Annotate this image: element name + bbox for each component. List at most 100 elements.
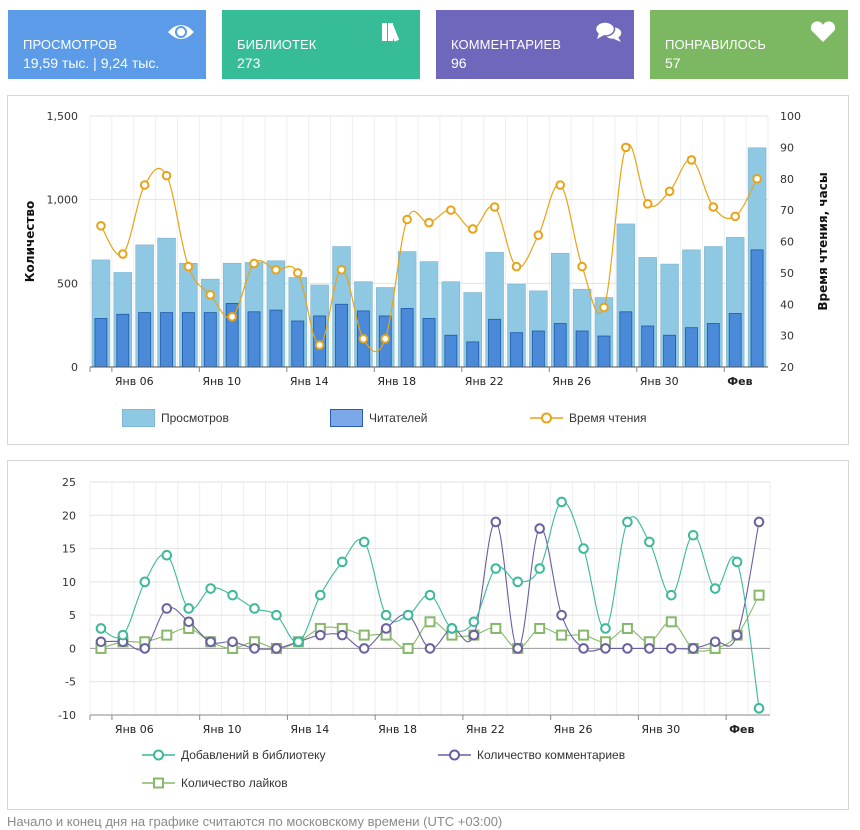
- point-reading-time: [402, 214, 412, 225]
- legend-likes[interactable]: Количество лайков: [142, 774, 288, 792]
- x-tick-label: Фев: [727, 375, 752, 388]
- bar-readers: [203, 312, 217, 368]
- point-comments: [468, 629, 480, 641]
- point-reading-time: [227, 312, 237, 322]
- bar-readers: [641, 325, 655, 368]
- heart-icon: [810, 21, 836, 42]
- point-library-adds: [227, 589, 238, 601]
- x-tick-label: Янв 10: [203, 723, 242, 736]
- point-library-adds: [556, 496, 567, 508]
- legend-reading-time[interactable]: Время чтения: [530, 409, 647, 427]
- point-reading-time: [577, 261, 587, 272]
- y2-tick-label: 50: [780, 267, 794, 280]
- x-tick-label: Фев: [729, 723, 754, 736]
- point-comments: [95, 636, 107, 648]
- legend-views[interactable]: Просмотров: [122, 409, 229, 427]
- point-reading-time: [446, 205, 456, 215]
- bar-readers: [466, 341, 480, 368]
- bar-readers: [510, 332, 523, 368]
- bar-readers: [400, 308, 414, 368]
- legend-readers[interactable]: Читателей: [330, 409, 428, 427]
- y-tick-label: 500: [57, 277, 78, 290]
- legend-comments[interactable]: Количество комментариев: [438, 746, 625, 764]
- bar-readers: [335, 303, 348, 368]
- y-tick-label: 0: [69, 642, 76, 655]
- y-tick-label: 0: [71, 361, 78, 374]
- point-reading-time: [249, 258, 259, 269]
- y-tick-label: 20: [62, 509, 76, 522]
- point-comments: [709, 636, 721, 648]
- point-reading-time: [533, 230, 544, 241]
- point-library-adds: [687, 529, 699, 541]
- views-chart-panel: 0 500 1,000 1,500 20 30 40 50 60 70 80 90 100 Количес…: [7, 95, 849, 445]
- point-reading-time: [139, 180, 150, 190]
- legend-views-swatch: [122, 409, 155, 427]
- point-library-adds: [402, 609, 414, 621]
- comments-icon: [594, 21, 623, 42]
- point-library-adds: [315, 589, 326, 601]
- point-library-adds: [468, 616, 480, 628]
- point-library-adds: [731, 556, 743, 568]
- point-comments: [183, 616, 195, 628]
- point-likes: [578, 629, 590, 641]
- x-tick-label: Янв 18: [377, 375, 416, 388]
- y2-tick-label: 60: [780, 236, 794, 249]
- point-reading-time: [642, 199, 653, 209]
- card-comments-label: КОММЕНТАРИЕВ: [451, 37, 561, 52]
- point-comments: [665, 643, 677, 654]
- point-comments: [731, 629, 743, 641]
- point-reading-time: [555, 180, 566, 190]
- y2-tick-label: 80: [780, 173, 794, 186]
- point-reading-time: [314, 340, 325, 350]
- card-libraries-label: БИБЛИОТЕК: [237, 37, 317, 52]
- point-likes: [753, 589, 765, 601]
- point-library-adds: [183, 603, 195, 614]
- bar-readers: [269, 309, 283, 368]
- bar-readers: [488, 318, 502, 368]
- point-library-adds: [534, 563, 545, 574]
- bar-readers: [291, 320, 305, 368]
- point-reading-time: [161, 170, 172, 181]
- point-library-adds: [293, 636, 304, 648]
- bar-readers: [182, 312, 195, 368]
- point-likes: [424, 616, 436, 628]
- point-library-adds: [644, 536, 655, 548]
- point-reading-time: [489, 202, 500, 212]
- y-tick-label: 1,000: [47, 194, 79, 207]
- point-comments: [490, 516, 502, 528]
- point-comments: [644, 643, 655, 654]
- bar-readers: [94, 318, 108, 368]
- legend-library-adds[interactable]: Добавлений в библиотеку: [142, 746, 326, 764]
- point-comments: [249, 643, 260, 654]
- legend-reading-time-label: Время чтения: [569, 411, 647, 425]
- point-reading-time: [708, 202, 719, 212]
- point-comments: [139, 643, 151, 654]
- point-library-adds: [95, 623, 107, 634]
- bar-readers: [138, 312, 152, 368]
- y-tick-label: -10: [58, 709, 76, 722]
- point-library-adds: [358, 536, 370, 548]
- point-likes: [556, 629, 568, 641]
- bar-readers: [706, 323, 720, 368]
- bar-readers: [728, 313, 742, 368]
- point-comments: [358, 643, 370, 654]
- x-tick-label: Янв 30: [641, 723, 680, 736]
- card-libraries: БИБЛИОТЕК 273: [222, 10, 420, 79]
- y-tick-label: 5: [69, 609, 76, 622]
- point-reading-time: [752, 173, 762, 184]
- point-comments: [512, 643, 524, 654]
- bar-readers: [619, 311, 633, 368]
- x-tick-label: Янв 26: [554, 723, 593, 736]
- y-tick-label: 10: [62, 576, 76, 589]
- point-library-adds: [424, 589, 436, 601]
- card-comments-value: 96: [451, 55, 467, 71]
- point-likes: [665, 616, 677, 628]
- point-library-adds: [709, 583, 721, 594]
- point-likes: [161, 629, 173, 641]
- legend-comments-label: Количество комментариев: [477, 748, 626, 762]
- point-reading-time: [271, 264, 281, 275]
- bar-readers: [553, 323, 567, 368]
- engagement-chart-panel: -10 -5 0 5 10 15 20 25 Янв 06 Янв 10 Янв 14 Янв 18 Я…: [7, 460, 849, 810]
- x-tick-label: Янв 14: [290, 723, 329, 736]
- y-tick-label: 25: [62, 476, 76, 489]
